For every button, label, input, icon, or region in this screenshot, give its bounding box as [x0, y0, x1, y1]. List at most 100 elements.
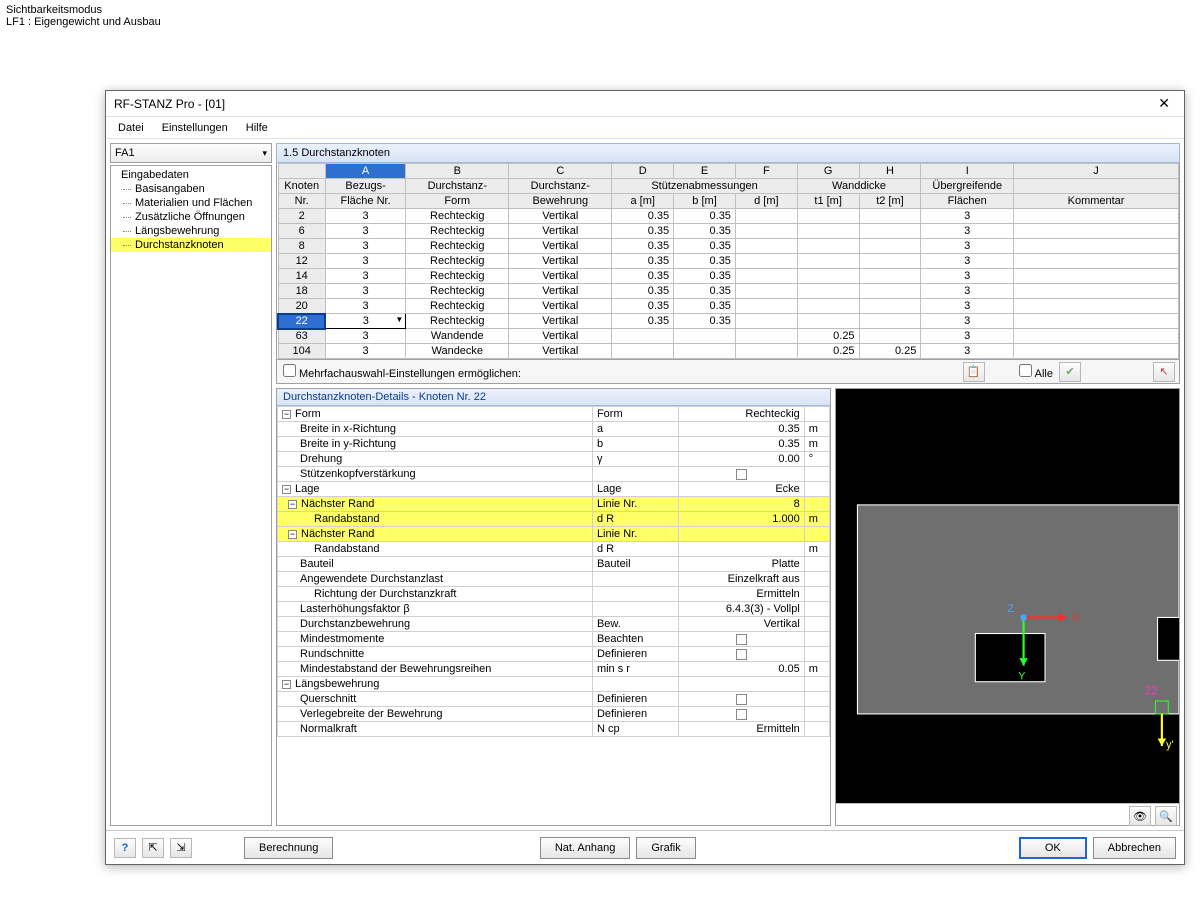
- grid-cell[interactable]: 22: [278, 314, 325, 329]
- detail-label[interactable]: −Längsbewehrung: [278, 677, 593, 692]
- detail-label[interactable]: −Nächster Rand: [278, 527, 593, 542]
- detail-label[interactable]: Querschnitt: [278, 692, 593, 707]
- grid-cell[interactable]: 3: [325, 239, 405, 254]
- grid-cell[interactable]: [1014, 209, 1179, 224]
- grid-cell[interactable]: 104: [278, 344, 325, 359]
- tree-item[interactable]: Zusätzliche Öffnungen: [111, 210, 271, 224]
- abbrechen-button[interactable]: Abbrechen: [1093, 837, 1176, 859]
- grid-cell[interactable]: Rechteckig: [406, 254, 509, 269]
- grid-cell[interactable]: 0.35: [612, 209, 674, 224]
- menu-hilfe[interactable]: Hilfe: [238, 120, 276, 136]
- ok-button[interactable]: OK: [1019, 837, 1087, 859]
- grid-cell[interactable]: Rechteckig: [406, 314, 509, 329]
- grid-cell[interactable]: [859, 224, 921, 239]
- grid-cell[interactable]: 0.35: [674, 284, 736, 299]
- grid-cell[interactable]: [797, 299, 859, 314]
- detail-value[interactable]: Ermitteln: [678, 587, 804, 602]
- grid-cell[interactable]: 0.25: [797, 329, 859, 344]
- grid-cell[interactable]: Vertikal: [509, 344, 612, 359]
- grid-cell[interactable]: 3: [325, 299, 405, 314]
- grid-cell[interactable]: [735, 344, 797, 359]
- grid-cell[interactable]: [797, 239, 859, 254]
- tree-root[interactable]: Eingabedaten: [111, 168, 271, 182]
- grid-cell[interactable]: [1014, 299, 1179, 314]
- close-icon[interactable]: ✕: [1152, 95, 1176, 112]
- grid-cell[interactable]: Rechteckig: [406, 209, 509, 224]
- grid-cell[interactable]: [735, 209, 797, 224]
- grid-cell[interactable]: Rechteckig: [406, 239, 509, 254]
- multi-select-toggle[interactable]: Mehrfachauswahl-Einstellungen ermögliche…: [281, 364, 521, 380]
- grid-cell[interactable]: [612, 329, 674, 344]
- grid-cell[interactable]: 3: [325, 209, 405, 224]
- detail-value[interactable]: [678, 677, 804, 692]
- tree-item[interactable]: Durchstanzknoten: [111, 238, 271, 252]
- tree-item[interactable]: Längsbewehrung: [111, 224, 271, 238]
- eye-icon[interactable]: 👁: [1129, 806, 1151, 826]
- grid-cell[interactable]: 3: [921, 254, 1014, 269]
- berechnung-button[interactable]: Berechnung: [244, 837, 333, 859]
- grid-cell[interactable]: Wandecke: [406, 344, 509, 359]
- detail-value[interactable]: 6.4.3(3) - Vollpl: [678, 602, 804, 617]
- grid-cell[interactable]: 0.35: [674, 269, 736, 284]
- grafik-button[interactable]: Grafik: [636, 837, 695, 859]
- detail-label[interactable]: Angewendete Durchstanzlast: [278, 572, 593, 587]
- grid-cell[interactable]: Rechteckig: [406, 269, 509, 284]
- detail-label[interactable]: Bauteil: [278, 557, 593, 572]
- pick-node-icon[interactable]: ↖: [1153, 362, 1175, 382]
- detail-label[interactable]: Mindestabstand der Bewehrungsreihen: [278, 662, 593, 677]
- grid-cell[interactable]: [1014, 329, 1179, 344]
- grid-cell[interactable]: 14: [278, 269, 325, 284]
- grid-cell[interactable]: 0.35: [612, 284, 674, 299]
- detail-label[interactable]: Rundschnitte: [278, 647, 593, 662]
- detail-label[interactable]: −Nächster Rand: [278, 497, 593, 512]
- detail-value[interactable]: Platte: [678, 557, 804, 572]
- grid-cell[interactable]: [1014, 314, 1179, 329]
- grid-cell[interactable]: 3: [921, 269, 1014, 284]
- grid-cell[interactable]: 3: [325, 344, 405, 359]
- grid-cell[interactable]: [797, 209, 859, 224]
- preview-canvas[interactable]: X Y Z 22 y': [836, 389, 1179, 803]
- detail-label[interactable]: Durchstanzbewehrung: [278, 617, 593, 632]
- detail-value[interactable]: 1.000: [678, 512, 804, 527]
- detail-label[interactable]: Richtung der Durchstanzkraft: [278, 587, 593, 602]
- grid-cell[interactable]: [1014, 224, 1179, 239]
- grid-cell[interactable]: 3: [921, 224, 1014, 239]
- grid-cell[interactable]: [1014, 269, 1179, 284]
- grid-cell[interactable]: [859, 254, 921, 269]
- detail-label[interactable]: Breite in y-Richtung: [278, 437, 593, 452]
- grid-cell[interactable]: 0.35: [674, 209, 736, 224]
- grid-cell[interactable]: [797, 269, 859, 284]
- tree-item[interactable]: Basisangaben: [111, 182, 271, 196]
- help-icon[interactable]: ?: [114, 838, 136, 858]
- detail-value[interactable]: 0.35: [678, 422, 804, 437]
- grid-cell[interactable]: [735, 254, 797, 269]
- alle-toggle[interactable]: Alle: [1017, 364, 1053, 380]
- grid-cell[interactable]: 3: [921, 329, 1014, 344]
- grid-cell[interactable]: Vertikal: [509, 284, 612, 299]
- grid-cell[interactable]: Rechteckig: [406, 299, 509, 314]
- grid-cell[interactable]: 0.35: [674, 239, 736, 254]
- grid-cell[interactable]: [735, 314, 797, 329]
- grid-cell[interactable]: 0.35: [612, 239, 674, 254]
- grid-cell[interactable]: 3▼: [325, 314, 405, 329]
- grid-cell[interactable]: 3: [921, 284, 1014, 299]
- detail-value[interactable]: [678, 647, 804, 662]
- grid-cell[interactable]: Vertikal: [509, 209, 612, 224]
- grid-cell[interactable]: 0.35: [674, 224, 736, 239]
- detail-value[interactable]: Vertikal: [678, 617, 804, 632]
- detail-value[interactable]: 8: [678, 497, 804, 512]
- detail-value[interactable]: Einzelkraft aus: [678, 572, 804, 587]
- grid-cell[interactable]: [612, 344, 674, 359]
- detail-label[interactable]: Randabstand: [278, 512, 593, 527]
- grid-cell[interactable]: 3: [921, 239, 1014, 254]
- detail-value[interactable]: [678, 542, 804, 557]
- grid-cell[interactable]: 3: [921, 299, 1014, 314]
- navigation-tree[interactable]: EingabedatenBasisangabenMaterialien und …: [110, 165, 272, 826]
- nat-anhang-button[interactable]: Nat. Anhang: [540, 837, 631, 859]
- grid-cell[interactable]: Vertikal: [509, 329, 612, 344]
- detail-label[interactable]: Breite in x-Richtung: [278, 422, 593, 437]
- detail-label[interactable]: Stützenkopfverstärkung: [278, 467, 593, 482]
- grid-cell[interactable]: [859, 284, 921, 299]
- grid-cell[interactable]: [797, 254, 859, 269]
- grid-cell[interactable]: [859, 239, 921, 254]
